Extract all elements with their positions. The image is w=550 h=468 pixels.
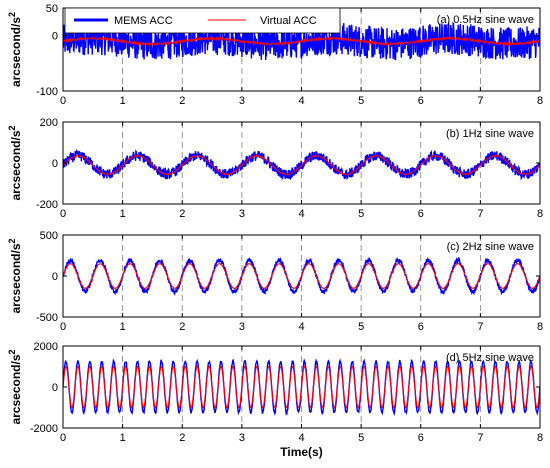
x-tick-label: 1 bbox=[120, 95, 126, 107]
legend-label-mems: MEMS ACC bbox=[114, 15, 173, 27]
x-tick-label: 5 bbox=[358, 432, 364, 444]
x-tick-label: 8 bbox=[537, 208, 543, 220]
x-tick-label: 6 bbox=[418, 95, 424, 107]
y-axis-label: arcsecond/s2 bbox=[7, 238, 23, 313]
panel-annotation: (c) 2Hz sine wave bbox=[447, 241, 534, 253]
x-tick-label: 6 bbox=[418, 432, 424, 444]
x-tick-label: 0 bbox=[60, 208, 66, 220]
y-tick-label: -100 bbox=[36, 86, 58, 98]
y-tick-label: 500 bbox=[40, 230, 58, 242]
y-axis-label: arcsecond/s2 bbox=[7, 349, 23, 424]
legend-box bbox=[64, 7, 341, 34]
x-tick-label: 8 bbox=[537, 321, 543, 333]
x-tick-label: 4 bbox=[298, 432, 304, 444]
x-tick-label: 0 bbox=[60, 321, 66, 333]
x-tick-label: 0 bbox=[60, 432, 66, 444]
x-tick-label: 4 bbox=[298, 321, 304, 333]
y-tick-label: -500 bbox=[36, 312, 58, 324]
x-tick-label: 2 bbox=[179, 95, 185, 107]
x-tick-label: 7 bbox=[477, 208, 483, 220]
x-tick-label: 8 bbox=[537, 432, 543, 444]
x-tick-label: 7 bbox=[477, 432, 483, 444]
y-tick-label: 0 bbox=[52, 158, 58, 170]
panel-annotation: (d) 5Hz sine wave bbox=[446, 352, 534, 364]
x-tick-label: 3 bbox=[239, 208, 245, 220]
x-tick-label: 1 bbox=[120, 208, 126, 220]
y-tick-label: 0 bbox=[52, 382, 58, 394]
x-tick-label: 3 bbox=[239, 432, 245, 444]
x-tick-label: 4 bbox=[298, 95, 304, 107]
y-tick-label: 200 bbox=[40, 117, 58, 129]
series-line-virtual-acc bbox=[63, 365, 540, 409]
x-tick-label: 3 bbox=[239, 95, 245, 107]
x-tick-label: 5 bbox=[358, 321, 364, 333]
x-tick-label: 8 bbox=[537, 95, 543, 107]
x-tick-label: 4 bbox=[298, 208, 304, 220]
series-line-virtual-acc bbox=[63, 262, 540, 290]
series-line-mems-acc bbox=[63, 21, 540, 61]
panel-annotation: (a) 0.5Hz sine wave bbox=[437, 14, 534, 26]
x-tick-label: 7 bbox=[477, 321, 483, 333]
x-tick-label: 2 bbox=[179, 321, 185, 333]
panel-annotation: (b) 1Hz sine wave bbox=[446, 128, 534, 140]
x-tick-label: 6 bbox=[418, 321, 424, 333]
x-axis-label: Time(s) bbox=[280, 445, 322, 459]
x-tick-label: 0 bbox=[60, 95, 66, 107]
x-tick-label: 5 bbox=[358, 95, 364, 107]
x-tick-label: 6 bbox=[418, 208, 424, 220]
x-tick-label: 3 bbox=[239, 321, 245, 333]
y-axis-label: arcsecond/s2 bbox=[7, 125, 23, 200]
x-tick-label: 1 bbox=[120, 432, 126, 444]
legend: MEMS ACC Virtual ACC bbox=[64, 7, 341, 34]
y-tick-label: -200 bbox=[36, 199, 58, 211]
x-tick-label: 2 bbox=[179, 208, 185, 220]
legend-label-virtual: Virtual ACC bbox=[260, 15, 317, 27]
series-line-virtual-acc bbox=[63, 35, 540, 48]
y-tick-label: 2000 bbox=[34, 341, 58, 353]
x-tick-label: 5 bbox=[358, 208, 364, 220]
y-tick-label: -2000 bbox=[30, 423, 58, 435]
y-tick-label: 0 bbox=[52, 31, 58, 43]
series-line-virtual-acc bbox=[63, 154, 540, 176]
y-tick-label: 0 bbox=[52, 271, 58, 283]
x-tick-label: 7 bbox=[477, 95, 483, 107]
x-tick-label: 2 bbox=[179, 432, 185, 444]
x-tick-label: 1 bbox=[120, 321, 126, 333]
y-tick-label: 50 bbox=[46, 3, 58, 15]
y-axis-label: arcsecond/s2 bbox=[7, 12, 23, 87]
